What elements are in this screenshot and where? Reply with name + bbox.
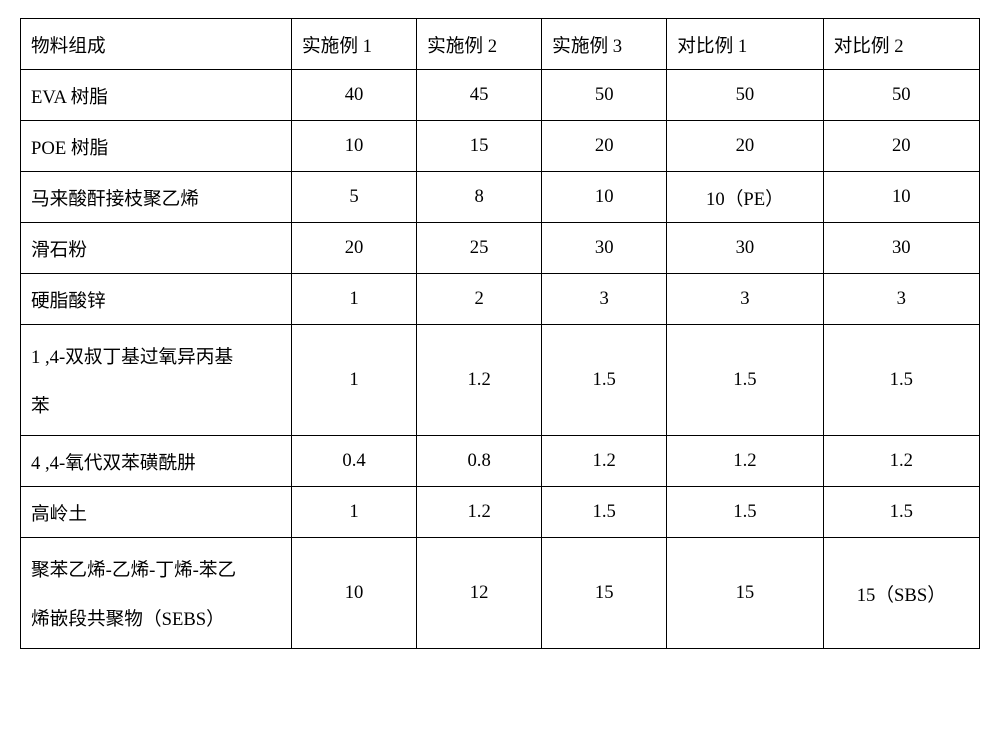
table-row: 聚苯乙烯-乙烯-丁烯-苯乙烯嵌段共聚物（SEBS）1012151515（SBS） (21, 538, 980, 649)
cell-value: 30 (667, 237, 822, 259)
cell-value: 1.5 (824, 369, 979, 391)
table-row: 滑石粉2025303030 (21, 223, 980, 274)
col-header-ex3: 实施例 3 (542, 31, 666, 58)
cell-value: 10 (292, 135, 416, 157)
row-label: 马来酸酐接枝聚乙烯 (21, 184, 291, 211)
cell-value: 3 (667, 288, 822, 310)
table-row: 马来酸酐接枝聚乙烯581010（PE）10 (21, 172, 980, 223)
cell-value: 1.2 (824, 450, 979, 472)
row-label-line: 聚苯乙烯-乙烯-丁烯-苯乙 (31, 555, 236, 582)
cell-value: 3 (542, 288, 666, 310)
cell-value: 45 (417, 84, 541, 106)
cell-value: 15 (542, 582, 666, 604)
cell-value: 10 (292, 582, 416, 604)
cell-value: 3 (824, 288, 979, 310)
cell-value: 1 (292, 288, 416, 310)
cell-value: 1.5 (824, 501, 979, 523)
cell-value: 15 (667, 582, 822, 604)
cell-value: 1.2 (417, 369, 541, 391)
table-row: POE 树脂1015202020 (21, 121, 980, 172)
cell-value: 50 (542, 84, 666, 106)
row-label: 硬脂酸锌 (21, 286, 291, 313)
table-row: 4 ,4-氧代双苯磺酰肼0.40.81.21.21.2 (21, 436, 980, 487)
cell-value: 1 (292, 501, 416, 523)
cell-value: 1.2 (667, 450, 822, 472)
cell-value: 15 (417, 135, 541, 157)
cell-value: 20 (542, 135, 666, 157)
cell-value: 1 (292, 369, 416, 391)
cell-value: 50 (667, 84, 822, 106)
row-label: EVA 树脂 (21, 82, 291, 109)
cell-value: 20 (824, 135, 979, 157)
cell-value: 50 (824, 84, 979, 106)
cell-value: 1.5 (667, 501, 822, 523)
cell-value: 1.2 (417, 501, 541, 523)
cell-value: 10 (824, 186, 979, 208)
row-label-line: 苯 (31, 391, 50, 418)
row-label-line: 1 ,4-双叔丁基过氧异丙基 (31, 342, 233, 369)
table-row: 硬脂酸锌12333 (21, 274, 980, 325)
cell-value: 1.5 (542, 501, 666, 523)
col-header-label: 物料组成 (21, 31, 291, 58)
cell-value: 20 (292, 237, 416, 259)
cell-value: 10（PE） (667, 184, 822, 211)
cell-value: 0.8 (417, 450, 541, 472)
row-label: 4 ,4-氧代双苯磺酰肼 (21, 448, 291, 475)
cell-value: 5 (292, 186, 416, 208)
cell-value: 1.5 (542, 369, 666, 391)
col-header-cmp1: 对比例 1 (667, 31, 822, 58)
cell-value: 12 (417, 582, 541, 604)
cell-value: 10 (542, 186, 666, 208)
row-label: 1 ,4-双叔丁基过氧异丙基苯 (21, 325, 291, 435)
table-row: 高岭土11.21.51.51.5 (21, 487, 980, 538)
cell-value: 25 (417, 237, 541, 259)
table-row: 1 ,4-双叔丁基过氧异丙基苯11.21.51.51.5 (21, 325, 980, 436)
cell-value: 1.2 (542, 450, 666, 472)
cell-value: 30 (542, 237, 666, 259)
composition-table: 物料组成 实施例 1 实施例 2 实施例 3 对比例 1 对比例 2 EVA 树… (20, 18, 980, 649)
col-header-ex1: 实施例 1 (292, 31, 416, 58)
cell-value: 20 (667, 135, 822, 157)
cell-value: 8 (417, 186, 541, 208)
cell-value: 30 (824, 237, 979, 259)
col-header-ex2: 实施例 2 (417, 31, 541, 58)
row-label: 聚苯乙烯-乙烯-丁烯-苯乙烯嵌段共聚物（SEBS） (21, 538, 291, 648)
table-row: EVA 树脂4045505050 (21, 70, 980, 121)
row-label: 滑石粉 (21, 235, 291, 262)
cell-value: 15（SBS） (824, 580, 979, 607)
cell-value: 2 (417, 288, 541, 310)
row-label: 高岭土 (21, 499, 291, 526)
cell-value: 1.5 (667, 369, 822, 391)
row-label-line: 烯嵌段共聚物（SEBS） (31, 604, 225, 631)
table-header-row: 物料组成 实施例 1 实施例 2 实施例 3 对比例 1 对比例 2 (21, 19, 980, 70)
table-body: EVA 树脂4045505050POE 树脂1015202020马来酸酐接枝聚乙… (21, 70, 980, 649)
cell-value: 0.4 (292, 450, 416, 472)
row-label: POE 树脂 (21, 133, 291, 160)
cell-value: 40 (292, 84, 416, 106)
col-header-cmp2: 对比例 2 (824, 31, 979, 58)
